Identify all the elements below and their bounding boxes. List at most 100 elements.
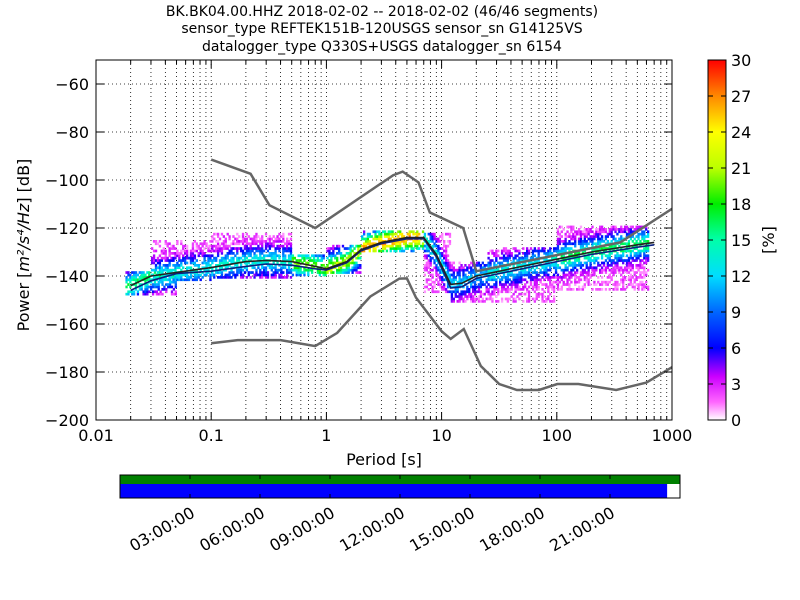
heatmap-cell [462,300,465,303]
heatmap-cell [189,276,193,279]
heatmap-cell [266,261,270,265]
heatmap-cell [604,249,608,253]
heatmap-cell [543,290,546,294]
heatmap-cell [241,249,245,253]
heatmap-cell [232,271,235,274]
heatmap-cell [620,249,623,253]
heatmap-cell [425,254,429,258]
heatmap-cell [618,266,621,270]
heatmap-cell [410,242,413,246]
heatmap-cell [510,252,513,255]
heatmap-cell [583,283,586,286]
heatmap-cell [341,254,345,258]
heatmap-cell [606,261,609,265]
heatmap-cell [639,249,642,253]
heatmap-cell [337,261,341,265]
heatmap-cell [610,225,613,229]
heatmap-cell [506,280,510,284]
heatmap-cell [585,276,588,279]
heatmap-cell [433,285,436,289]
heatmap-cell [520,288,523,291]
heatmap-cell [475,264,479,267]
heatmap-cell [487,256,490,260]
heatmap-cell [545,252,548,255]
heatmap-cell [347,256,350,260]
heatmap-cell [355,268,358,272]
heatmap-cell [481,292,484,296]
heatmap-cell [506,254,510,258]
heatmap-cell [185,254,189,258]
heatmap-cell [579,237,583,241]
heatmap-cell [529,276,533,279]
heatmap-cell [514,273,517,277]
heatmap-cell [610,252,613,255]
heatmap-cell [633,259,636,262]
heatmap-cell [185,266,189,270]
heatmap-cell [585,235,588,238]
heatmap-cell [423,268,427,272]
heatmap-cell [562,280,565,284]
heatmap-cell [637,264,640,267]
heatmap-cell [614,280,617,284]
heatmap-cell [230,242,233,246]
heatmap-cell [524,254,527,258]
heatmap-cell [574,237,577,241]
heatmap-cell [201,242,204,246]
heatmap-cell [629,266,633,270]
heatmap-cell [138,288,141,291]
heatmap-cell [351,244,354,248]
heatmap-cell [425,249,429,253]
heatmap-cell [514,249,517,253]
heatmap-cell [443,244,446,248]
heatmap-cell [593,259,596,262]
heatmap-cell [425,285,429,289]
heatmap-cell [332,264,335,267]
heatmap-cell [310,259,314,262]
heatmap-cell [623,276,627,279]
heatmap-cell [274,271,277,274]
heatmap-cell [423,273,427,277]
heatmap-cell [209,240,212,243]
heatmap-cell [514,254,517,258]
heatmap-cell [332,252,335,255]
heatmap-cell [251,266,254,270]
heatmap-cell [458,295,461,298]
heatmap-cell [456,271,459,274]
heatmap-cell [336,261,339,265]
timeline-tick-label: 09:00:00 [266,503,338,555]
heatmap-cell [146,271,149,274]
heatmap-cell [362,230,366,234]
heatmap-cell [408,242,411,246]
heatmap-cell [437,276,440,279]
heatmap-cell [579,266,583,270]
heatmap-cell [539,268,542,272]
heatmap-cell [456,288,459,291]
heatmap-cell [253,252,256,255]
heatmap-cell [391,244,394,248]
heatmap-cell [289,252,293,255]
heatmap-cell [585,244,588,248]
heatmap-cell [452,261,455,265]
heatmap-cell [579,225,583,229]
heatmap-cell [312,254,316,258]
heatmap-cell [506,300,510,303]
heatmap-cell [618,228,621,231]
heatmap-cell [533,285,537,289]
heatmap-cell [251,261,254,265]
heatmap-cell [602,249,606,253]
heatmap-cell [558,225,562,229]
heatmap-cell [643,230,646,234]
heatmap-cell [585,261,588,265]
heatmap-cell [285,276,289,279]
heatmap-cell [568,273,571,277]
heatmap-cell [597,288,600,291]
heatmap-cell [518,259,521,262]
heatmap-cell [397,242,400,246]
heatmap-cell [487,290,490,294]
heatmap-cell [541,266,544,270]
heatmap-cell [524,292,527,296]
heatmap-cell [362,249,366,253]
heatmap-cell [612,261,615,265]
heatmap-cell [170,259,173,262]
heatmap-cell [199,278,202,282]
